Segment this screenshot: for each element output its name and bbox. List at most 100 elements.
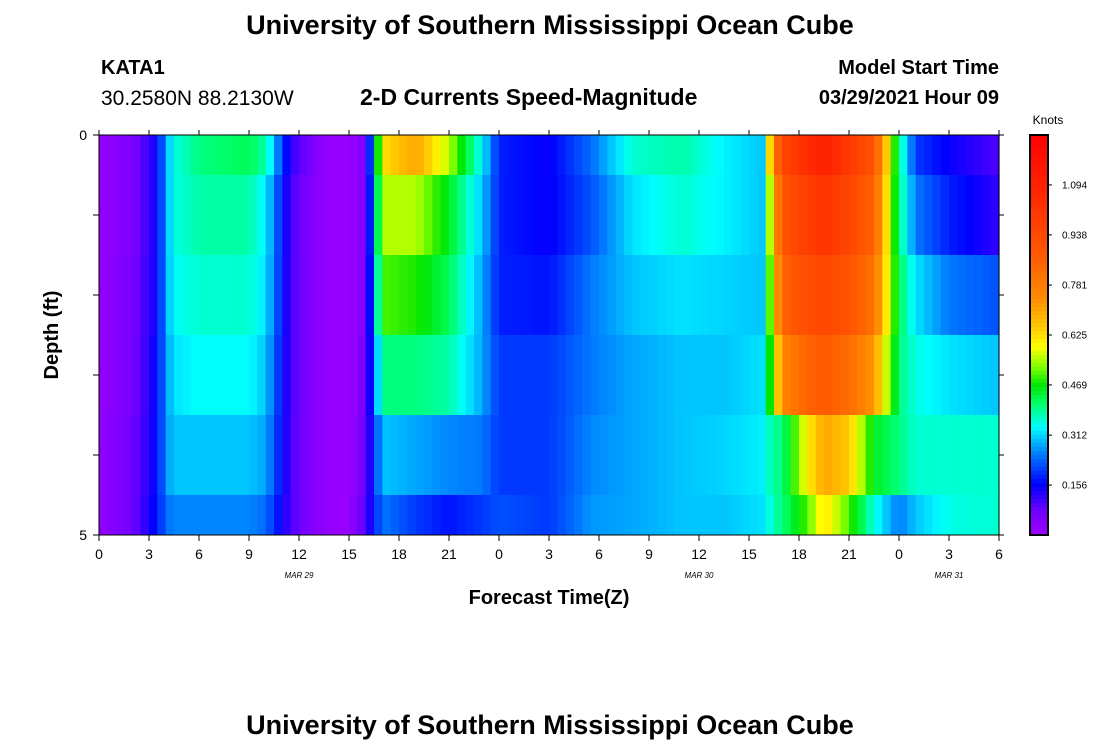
heatmap-cell	[332, 415, 342, 496]
colorbar-segment	[1030, 387, 1048, 392]
heatmap-cell	[707, 495, 717, 536]
colorbar-segment	[1030, 331, 1048, 336]
heatmap-cell	[715, 175, 725, 256]
heatmap-cell	[682, 495, 692, 536]
colorbar-segment	[1030, 411, 1048, 416]
heatmap-cell	[907, 135, 917, 176]
heatmap-cell	[415, 175, 425, 256]
heatmap-cell	[765, 135, 775, 176]
heatmap-cell	[649, 415, 658, 496]
colorbar-segment	[1030, 279, 1048, 284]
heatmap-cell	[857, 255, 867, 336]
heatmap-cell	[865, 495, 875, 536]
heatmap-cell	[99, 175, 108, 256]
heatmap-cell	[390, 175, 400, 256]
heatmap-cell	[599, 495, 608, 536]
colorbar-segment	[1030, 183, 1048, 188]
heatmap-cell	[582, 175, 592, 256]
heatmap-cell	[499, 255, 508, 336]
heatmap-cell	[107, 335, 117, 416]
heatmap-cell	[515, 135, 525, 176]
heatmap-cell	[915, 495, 925, 536]
colorbar-segment	[1030, 295, 1048, 300]
heatmap-cell	[374, 135, 383, 176]
heatmap-cell	[199, 255, 208, 336]
heatmap-cell	[199, 135, 208, 176]
colorbar-segment	[1030, 191, 1048, 196]
heatmap-cell	[99, 135, 108, 176]
heatmap-cell	[357, 255, 367, 336]
heatmap-cell	[165, 415, 175, 496]
heatmap-cell	[357, 135, 367, 176]
heatmap-cell	[940, 495, 950, 536]
heatmap-cell	[990, 415, 1000, 496]
heatmap-cell	[215, 415, 225, 496]
heatmap-cell	[574, 335, 583, 416]
heatmap-cell	[974, 135, 983, 176]
heatmap-cell	[324, 335, 333, 416]
heatmap-cell	[815, 495, 825, 536]
heatmap-cell	[849, 255, 858, 336]
heatmap-cell	[174, 255, 183, 336]
colorbar-segment	[1030, 175, 1048, 180]
heatmap-cell	[440, 495, 450, 536]
heatmap-cell	[140, 135, 150, 176]
colorbar-segment	[1030, 139, 1048, 144]
heatmap-cell	[332, 495, 342, 536]
heatmap-cell	[790, 135, 800, 176]
colorbar-segment	[1030, 399, 1048, 404]
heatmap-cell	[524, 135, 533, 176]
heatmap-cell	[740, 135, 750, 176]
heatmap-cell	[265, 135, 275, 176]
heatmap-cell	[124, 255, 133, 336]
heatmap-cell	[324, 495, 333, 536]
heatmap-cell	[182, 335, 192, 416]
heatmap-cell	[982, 255, 992, 336]
heatmap-cell	[449, 135, 458, 176]
heatmap-cell	[332, 255, 342, 336]
heatmap-cell	[482, 255, 492, 336]
heatmap-cell	[790, 255, 800, 336]
heatmap-cell	[265, 335, 275, 416]
colorbar-segment	[1030, 519, 1048, 524]
heatmap-cell	[782, 415, 792, 496]
heatmap-cell	[699, 175, 708, 256]
heatmap-cell	[324, 135, 333, 176]
heatmap-cell	[940, 135, 950, 176]
heatmap-cell	[924, 255, 933, 336]
heatmap-cell	[915, 335, 925, 416]
heatmap-cell	[282, 135, 292, 176]
heatmap-cell	[390, 335, 400, 416]
heatmap-cell	[165, 175, 175, 256]
heatmap-cell	[957, 335, 967, 416]
heatmap-cell	[240, 175, 250, 256]
heatmap-cell	[374, 335, 383, 416]
heatmap-cell	[940, 255, 950, 336]
x-tick-label: 3	[945, 546, 953, 562]
heatmap-cell	[315, 335, 325, 416]
heatmap-cell	[624, 495, 633, 536]
heatmap-cell	[249, 135, 258, 176]
heatmap-cell	[832, 415, 842, 496]
heatmap-cell	[382, 335, 392, 416]
heatmap-cell	[757, 175, 767, 256]
heatmap-cell	[307, 335, 317, 416]
heatmap-cell	[974, 495, 983, 536]
heatmap-cell	[357, 175, 367, 256]
x-tick-label: 12	[691, 546, 707, 562]
heatmap-cell	[415, 335, 425, 416]
heatmap-cell	[524, 495, 533, 536]
colorbar-segment	[1030, 383, 1048, 388]
heatmap-cell	[274, 135, 283, 176]
heatmap-cell	[707, 415, 717, 496]
colorbar-segment	[1030, 171, 1048, 176]
heatmap-cell	[499, 175, 508, 256]
colorbar-segment	[1030, 275, 1048, 280]
heatmap-cell	[665, 415, 675, 496]
heatmap-cell	[582, 415, 592, 496]
heatmap-cell	[907, 255, 917, 336]
heatmap-cell	[699, 255, 708, 336]
heatmap-cell	[749, 415, 758, 496]
heatmap-cell	[515, 335, 525, 416]
heatmap-cell	[215, 175, 225, 256]
